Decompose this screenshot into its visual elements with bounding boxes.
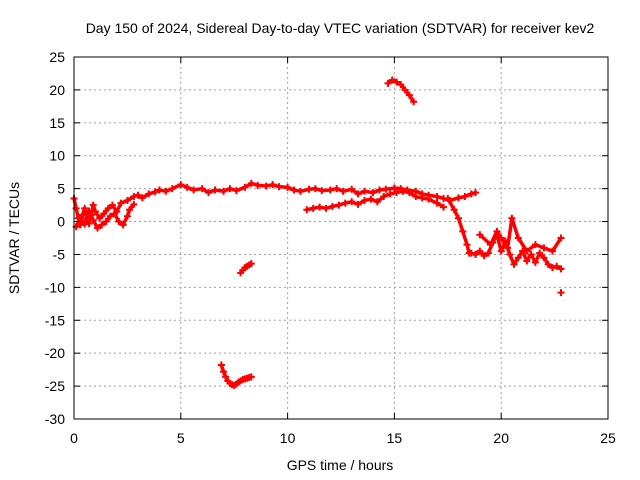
series-late-outlier [557,289,565,297]
series-secondary-track [303,187,448,214]
series-late-evening-upper [476,214,565,255]
y-tick-label: -15 [45,312,65,328]
x-tick-label: 0 [70,430,78,446]
y-tick-label: -5 [53,246,66,262]
data-trace [505,216,514,250]
data-trace [461,229,469,247]
data-trace [435,201,446,209]
data-trace [510,216,521,240]
x-axis-label: GPS time / hours [287,457,394,473]
series-arc-15h [384,76,418,106]
y-tick-label: -25 [45,378,65,394]
data-points [70,76,565,389]
x-tick-label: 10 [280,430,296,446]
data-trace [516,236,529,253]
data-trace [469,190,478,196]
x-tick-label: 20 [493,430,509,446]
data-trace [488,229,499,247]
y-tick-label: -20 [45,345,65,361]
y-axis-label: SDTVAR / TECUs [6,182,22,294]
data-trace [407,93,416,104]
data-trace [446,196,456,212]
grid [74,57,608,419]
y-tick-label: 25 [49,49,65,65]
y-tick-label: 15 [49,115,65,131]
y-tick-label: -30 [45,411,65,427]
data-trace [465,242,471,255]
y-tick-label: 5 [57,181,65,197]
series-segment-8h [237,260,255,277]
series-morning-scatter [72,200,138,232]
plot-frame [73,56,609,420]
data-trace [478,232,493,247]
data-point [557,289,565,297]
y-tick-label: -10 [45,279,65,295]
x-tick-label: 5 [177,430,185,446]
y-tick-label: 20 [49,82,65,98]
data-trace [525,242,538,253]
y-tick-label: 10 [49,148,65,164]
data-trace [550,236,563,253]
data-trace [456,216,465,234]
data-trace [127,202,136,212]
axes: 0 5 10 15 20 25 25 20 15 10 5 0 -5 -10 -15 -20 -25 -30 [45,49,616,446]
series-descent-18h [444,195,473,257]
data-trace [554,264,563,271]
chart-title: Day 150 of 2024, Sidereal Day-to-day VTE… [86,20,595,36]
x-tick-label: 15 [387,430,403,446]
data-trace [247,261,254,267]
x-tick-label: 25 [600,430,616,446]
series-dip-7h [217,361,255,389]
data-trace [247,375,254,380]
y-tick-label: 0 [57,214,65,230]
